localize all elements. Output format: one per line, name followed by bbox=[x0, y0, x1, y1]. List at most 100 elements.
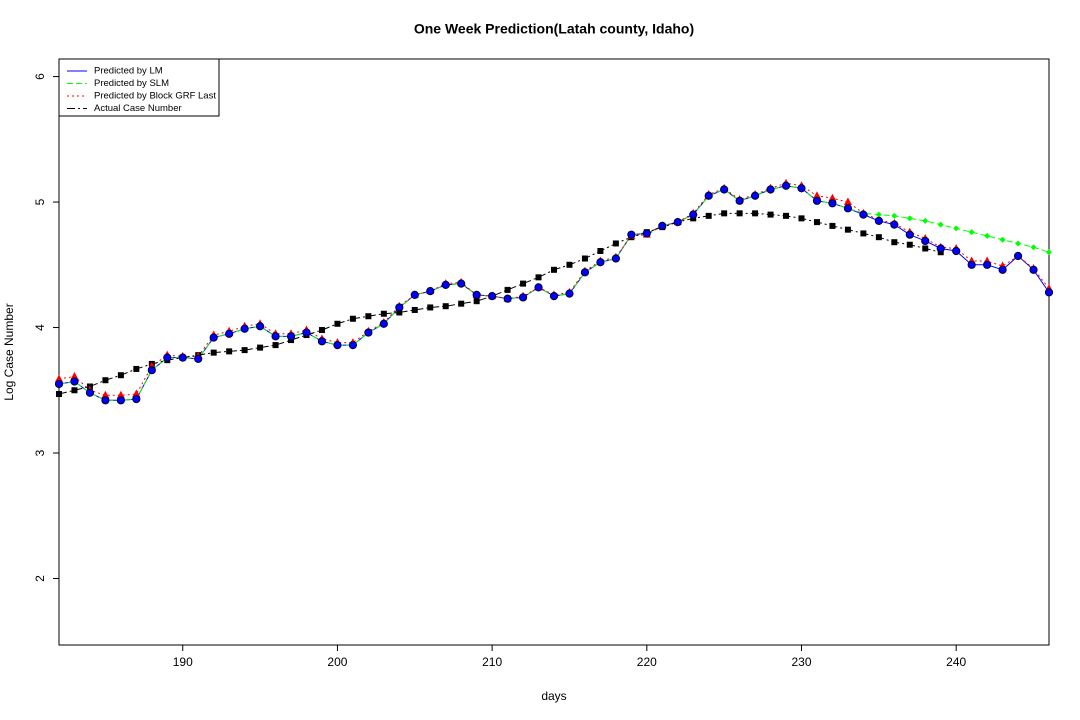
point bbox=[766, 185, 775, 194]
series-line bbox=[58, 212, 941, 395]
point bbox=[627, 230, 636, 239]
point bbox=[983, 260, 992, 269]
point bbox=[1046, 249, 1052, 256]
y-tick-label: 6 bbox=[33, 73, 47, 80]
point bbox=[843, 197, 852, 206]
point bbox=[828, 193, 837, 202]
chart-title: One Week Prediction(Latah county, Idaho) bbox=[414, 21, 694, 37]
point bbox=[54, 379, 64, 389]
x-axis-label: days bbox=[541, 689, 566, 703]
point bbox=[813, 219, 820, 226]
point bbox=[968, 229, 975, 236]
point bbox=[984, 232, 991, 239]
point bbox=[395, 303, 404, 312]
point bbox=[241, 347, 248, 354]
point bbox=[178, 353, 187, 362]
point bbox=[967, 260, 976, 269]
point bbox=[380, 310, 387, 317]
point bbox=[720, 185, 729, 194]
point bbox=[936, 244, 945, 253]
point bbox=[102, 377, 109, 384]
point bbox=[735, 196, 744, 205]
point bbox=[798, 215, 805, 222]
point bbox=[812, 196, 822, 205]
point bbox=[333, 340, 342, 350]
point bbox=[797, 184, 806, 193]
point bbox=[240, 324, 249, 333]
point bbox=[721, 210, 728, 217]
point bbox=[426, 287, 435, 296]
point bbox=[549, 292, 559, 301]
point bbox=[133, 365, 140, 372]
point bbox=[410, 290, 419, 300]
point bbox=[812, 191, 821, 199]
series-line bbox=[58, 182, 1050, 396]
point bbox=[891, 239, 898, 246]
legend-label: Predicted by LM bbox=[94, 66, 163, 77]
point bbox=[71, 387, 78, 394]
x-tick-label: 200 bbox=[327, 655, 347, 669]
point bbox=[488, 292, 497, 301]
point bbox=[875, 234, 882, 241]
point bbox=[612, 240, 619, 247]
point bbox=[1030, 244, 1037, 251]
point bbox=[1029, 265, 1038, 274]
point bbox=[999, 236, 1006, 243]
point bbox=[116, 390, 125, 399]
point bbox=[209, 333, 218, 342]
y-tick-label: 3 bbox=[33, 449, 47, 456]
point bbox=[860, 230, 867, 237]
point bbox=[580, 268, 590, 277]
point bbox=[503, 294, 512, 303]
x-tick-label: 240 bbox=[946, 655, 966, 669]
point bbox=[1013, 251, 1023, 261]
point bbox=[875, 211, 882, 218]
point bbox=[953, 225, 960, 232]
point bbox=[752, 210, 759, 217]
point bbox=[520, 280, 527, 287]
point bbox=[504, 286, 511, 293]
point bbox=[210, 349, 217, 356]
point bbox=[843, 204, 853, 213]
point bbox=[226, 348, 233, 355]
point bbox=[85, 388, 95, 397]
point bbox=[55, 374, 63, 382]
y-tick-label: 4 bbox=[33, 324, 47, 331]
point bbox=[534, 283, 543, 292]
x-tick-label: 220 bbox=[637, 655, 657, 669]
point bbox=[116, 396, 125, 405]
point bbox=[535, 274, 542, 281]
y-tick-label: 2 bbox=[33, 575, 47, 582]
legend-box bbox=[58, 58, 220, 117]
point bbox=[551, 266, 557, 273]
point bbox=[132, 389, 141, 398]
point bbox=[473, 298, 480, 305]
point bbox=[922, 245, 929, 252]
point bbox=[767, 211, 774, 218]
point bbox=[673, 218, 682, 227]
legend-label: Predicted by SLM bbox=[94, 78, 169, 89]
point bbox=[890, 220, 899, 229]
point bbox=[874, 216, 883, 225]
point bbox=[736, 210, 743, 217]
point bbox=[255, 322, 265, 331]
point bbox=[364, 328, 373, 337]
point bbox=[906, 241, 913, 248]
point bbox=[566, 261, 573, 268]
point bbox=[859, 210, 868, 219]
point bbox=[411, 306, 418, 313]
point bbox=[705, 212, 712, 219]
point bbox=[318, 327, 325, 334]
point bbox=[906, 215, 913, 222]
legend-label: Actual Case Number bbox=[94, 103, 182, 114]
point bbox=[427, 304, 434, 311]
point bbox=[147, 366, 156, 375]
point bbox=[101, 396, 110, 405]
point bbox=[225, 329, 234, 338]
y-axis-label: Log Case Number bbox=[2, 303, 16, 400]
point bbox=[271, 332, 280, 341]
point bbox=[194, 354, 203, 364]
point bbox=[597, 247, 604, 254]
point bbox=[441, 280, 450, 289]
point bbox=[905, 230, 914, 239]
